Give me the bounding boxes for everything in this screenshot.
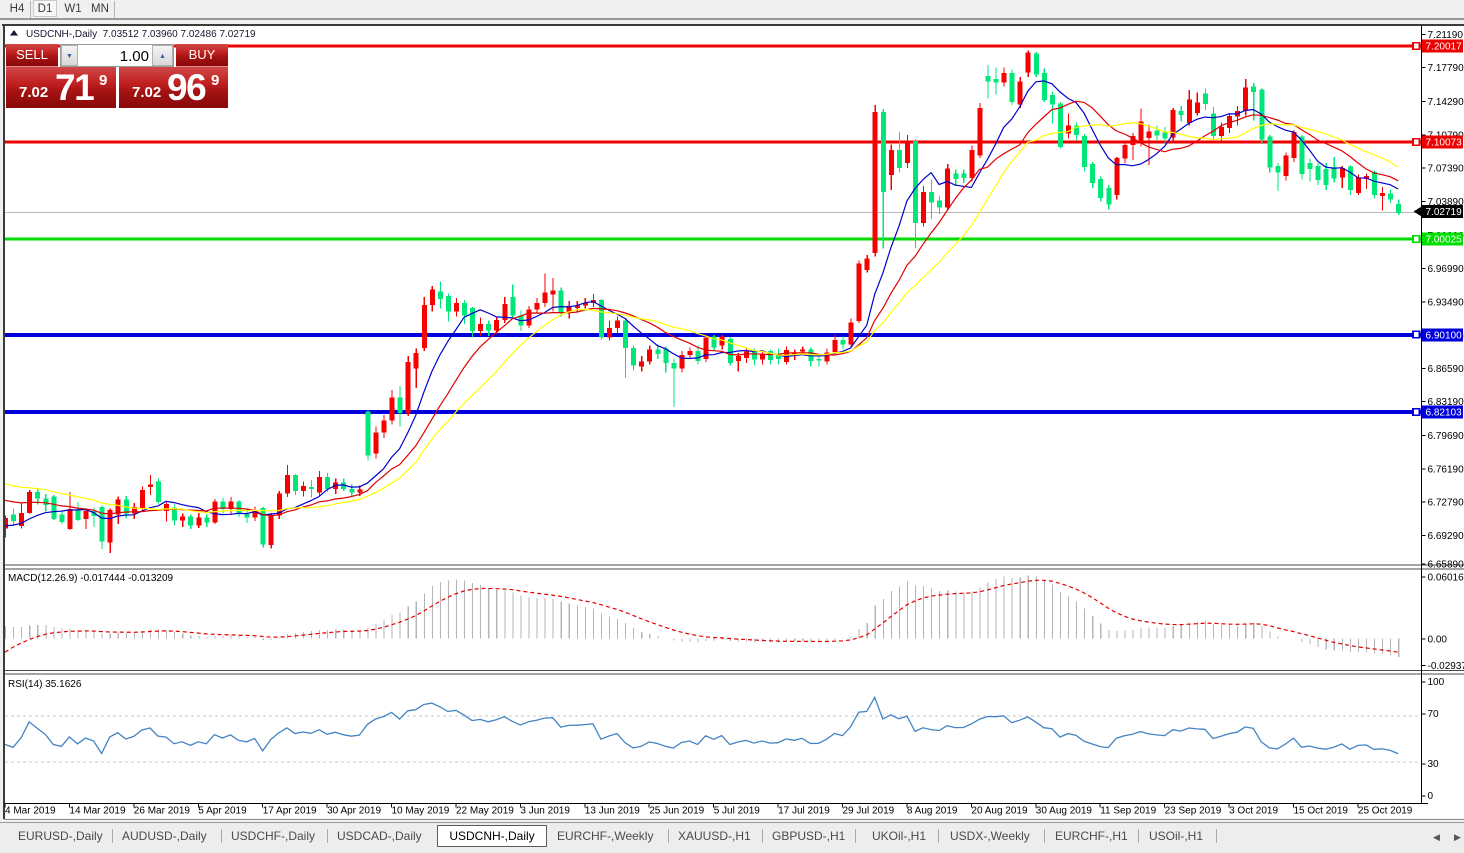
svg-text:30: 30 <box>1428 759 1440 770</box>
svg-text:14 Mar 2019: 14 Mar 2019 <box>69 806 126 817</box>
svg-text:7.14290: 7.14290 <box>1428 97 1464 108</box>
svg-text:5 Apr 2019: 5 Apr 2019 <box>198 806 247 817</box>
svg-text:30 Apr 2019: 30 Apr 2019 <box>327 806 381 817</box>
svg-text:-0.029378: -0.029378 <box>1428 661 1464 672</box>
svg-text:25 Oct 2019: 25 Oct 2019 <box>1358 806 1413 817</box>
svg-text:7.21190: 7.21190 <box>1428 30 1464 41</box>
svg-text:MACD(12.26.9) -0.017444 -0.013: MACD(12.26.9) -0.017444 -0.013209 <box>8 573 174 584</box>
svg-text:0.060161: 0.060161 <box>1428 573 1464 584</box>
svg-text:6.79690: 6.79690 <box>1428 431 1464 442</box>
svg-text:25 Jun 2019: 25 Jun 2019 <box>649 806 704 817</box>
svg-text:6.83190: 6.83190 <box>1428 397 1464 408</box>
svg-text:70: 70 <box>1428 709 1440 720</box>
svg-text:6.76190: 6.76190 <box>1428 465 1464 476</box>
svg-text:8 Aug 2019: 8 Aug 2019 <box>907 806 958 817</box>
svg-text:6.90100: 6.90100 <box>1426 330 1463 341</box>
svg-text:13 Jun 2019: 13 Jun 2019 <box>585 806 640 817</box>
svg-text:3 Oct 2019: 3 Oct 2019 <box>1229 806 1278 817</box>
svg-text:23 Sep 2019: 23 Sep 2019 <box>1165 806 1222 817</box>
svg-text:6.93490: 6.93490 <box>1428 298 1464 309</box>
svg-text:10 May 2019: 10 May 2019 <box>392 806 450 817</box>
svg-text:26 Mar 2019: 26 Mar 2019 <box>134 806 191 817</box>
svg-text:6.96990: 6.96990 <box>1428 264 1464 275</box>
svg-text:3 Jun 2019: 3 Jun 2019 <box>520 806 570 817</box>
svg-text:17 Apr 2019: 17 Apr 2019 <box>263 806 317 817</box>
svg-text:7.03890: 7.03890 <box>1428 197 1464 208</box>
svg-text:15 Oct 2019: 15 Oct 2019 <box>1294 806 1349 817</box>
svg-text:6.72790: 6.72790 <box>1428 497 1464 508</box>
svg-text:0: 0 <box>1428 791 1434 802</box>
svg-text:7.02719: 7.02719 <box>1426 207 1463 218</box>
svg-text:7.07390: 7.07390 <box>1428 163 1464 174</box>
svg-text:6.82103: 6.82103 <box>1426 408 1463 419</box>
svg-text:4 Mar 2019: 4 Mar 2019 <box>5 806 56 817</box>
svg-text:11 Sep 2019: 11 Sep 2019 <box>1100 806 1156 817</box>
svg-text:6.65890: 6.65890 <box>1428 560 1464 571</box>
svg-text:6.69290: 6.69290 <box>1428 531 1464 542</box>
svg-text:30 Aug 2019: 30 Aug 2019 <box>1036 806 1093 817</box>
svg-text:5 Jul 2019: 5 Jul 2019 <box>714 806 761 817</box>
svg-text:6.86590: 6.86590 <box>1428 364 1464 375</box>
svg-text:100: 100 <box>1428 677 1445 688</box>
svg-text:22 May 2019: 22 May 2019 <box>456 806 514 817</box>
svg-text:17 Jul 2019: 17 Jul 2019 <box>778 806 830 817</box>
svg-text:0.00: 0.00 <box>1428 635 1448 646</box>
svg-text:29 Jul 2019: 29 Jul 2019 <box>843 806 895 817</box>
svg-text:USDCNH-,Daily 7.03512 7.03960: USDCNH-,Daily 7.03512 7.03960 7.02486 7.… <box>26 29 256 40</box>
svg-text:7.17790: 7.17790 <box>1428 63 1464 74</box>
svg-text:7.20017: 7.20017 <box>1426 42 1463 53</box>
svg-text:20 Aug 2019: 20 Aug 2019 <box>971 806 1028 817</box>
svg-text:RSI(14) 35.1626: RSI(14) 35.1626 <box>8 679 82 690</box>
svg-text:7.10073: 7.10073 <box>1426 138 1463 149</box>
svg-text:7.00025: 7.00025 <box>1426 235 1463 246</box>
